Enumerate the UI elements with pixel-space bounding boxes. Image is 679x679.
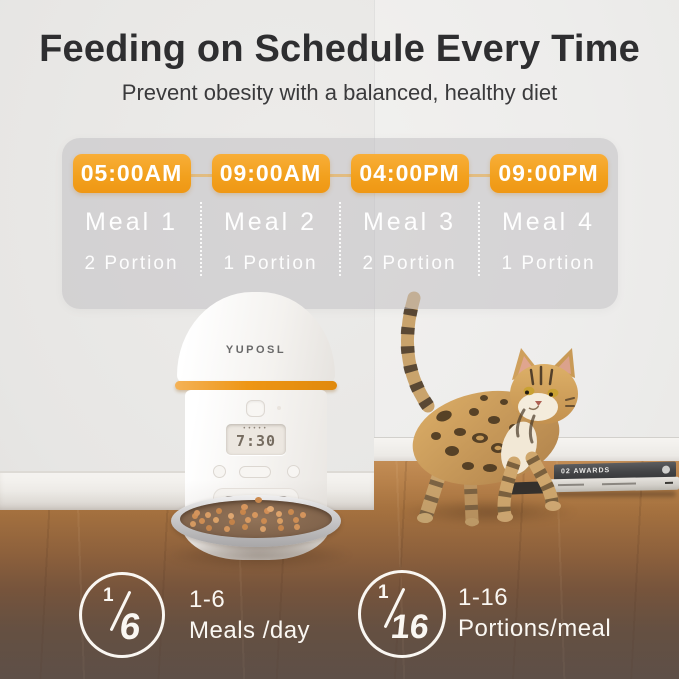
indicator-dot xyxy=(277,406,281,410)
fraction-numerator: 1 xyxy=(378,582,389,603)
cat-rosette-centers xyxy=(476,435,502,451)
meal-portion: 2 Portion xyxy=(84,253,179,274)
cat-eye xyxy=(523,386,535,396)
kibble xyxy=(194,510,200,516)
fraction-circle-icon: 1 6 xyxy=(79,572,165,658)
meal-name: Meal 1 xyxy=(84,208,179,236)
brand-label: YUPOSL xyxy=(225,344,287,356)
meal-name: Meal 3 xyxy=(362,208,457,236)
meal-name: Meal 2 xyxy=(223,208,318,236)
cat-forehead-stripes xyxy=(529,365,554,386)
meal-column-4: 09:00PM Meal 4 1 Portion xyxy=(478,138,618,309)
book-spine-mark xyxy=(602,482,636,486)
meal-portion: 1 Portion xyxy=(501,253,596,274)
feeder-display: ••••• 7:30 xyxy=(226,424,286,455)
cat-eye xyxy=(547,388,559,398)
cat-tail-rings xyxy=(400,296,434,410)
manual-feed-button xyxy=(246,400,265,417)
cat-front-leg xyxy=(525,451,559,511)
meal-column-2: 09:00AM Meal 2 1 Portion xyxy=(200,138,340,309)
meal-name: Meal 4 xyxy=(501,208,596,236)
meal-time-badge: 04:00PM xyxy=(350,154,469,193)
fraction-denominator: 6 xyxy=(117,606,143,647)
cat-pupil xyxy=(549,392,553,397)
feeder-button xyxy=(287,465,300,478)
falling-kibble xyxy=(255,497,262,503)
feeder-lid: YUPOSL xyxy=(177,292,335,385)
falling-kibble xyxy=(267,506,274,512)
cat-mouth xyxy=(528,405,540,411)
stat-label: Portions/meal xyxy=(458,615,612,642)
stat-range: 1-16 xyxy=(458,584,509,611)
falling-kibble xyxy=(241,504,248,510)
feeder-button xyxy=(213,465,226,478)
portions-per-meal-stat: 1 16 1-16 Portions/meal xyxy=(358,570,658,660)
cat-paw xyxy=(417,513,433,523)
schedule-panel: 05:00AM Meal 1 2 Portion 09:00AM Meal 2 … xyxy=(62,138,618,309)
cat-pupil xyxy=(525,390,529,395)
fraction-circle-icon: 1 16 xyxy=(358,570,446,658)
feeder-button xyxy=(239,466,271,478)
book-logo-icon xyxy=(662,465,670,474)
stat-text: 1-16 Portions/meal xyxy=(458,582,611,644)
badge-connector-line xyxy=(130,174,550,177)
stat-label: Meals /day xyxy=(189,617,311,644)
meal-portion: 2 Portion xyxy=(362,253,457,274)
cat-paw xyxy=(497,512,513,522)
display-time: 7:30 xyxy=(235,432,277,450)
cat-head xyxy=(510,348,578,424)
bengal-cat xyxy=(400,291,578,527)
page-title: Feeding on Schedule Every Time xyxy=(39,28,640,70)
pet-feeder: YUPOSL ••••• 7:30 xyxy=(163,292,353,570)
cat-spots xyxy=(431,395,524,472)
bowl-interior xyxy=(180,500,332,538)
meal-time-badge: 09:00AM xyxy=(211,154,330,193)
meal-column-1: 05:00AM Meal 1 2 Portion xyxy=(62,138,201,309)
stat-text: 1-6 Meals /day xyxy=(189,584,310,646)
cat-nose xyxy=(535,401,542,406)
food-bowl xyxy=(171,495,341,547)
meal-portion: 1 Portion xyxy=(223,253,318,274)
feeder-accent-band xyxy=(175,381,337,390)
meals-per-day-stat: 1 6 1-6 Meals /day xyxy=(79,572,339,662)
cat-neck-stripes xyxy=(515,408,536,444)
fraction-denominator: 16 xyxy=(389,608,431,646)
cat-paw xyxy=(545,501,561,511)
meal-column-3: 04:00PM Meal 3 2 Portion xyxy=(339,138,479,309)
stat-range: 1-6 xyxy=(189,586,226,613)
meal-time-badge: 05:00AM xyxy=(72,154,191,193)
feeder-button-row xyxy=(185,464,327,478)
book-spine-mark xyxy=(665,481,673,484)
cat-cheek-stripes xyxy=(565,397,575,407)
meal-time-badge: 09:00PM xyxy=(489,154,608,193)
display-tick-marks: ••••• xyxy=(243,426,269,432)
fraction-numerator: 1 xyxy=(103,585,114,606)
cat-paw xyxy=(465,518,479,526)
page-subtitle: Prevent obesity with a balanced, healthy… xyxy=(121,80,558,105)
